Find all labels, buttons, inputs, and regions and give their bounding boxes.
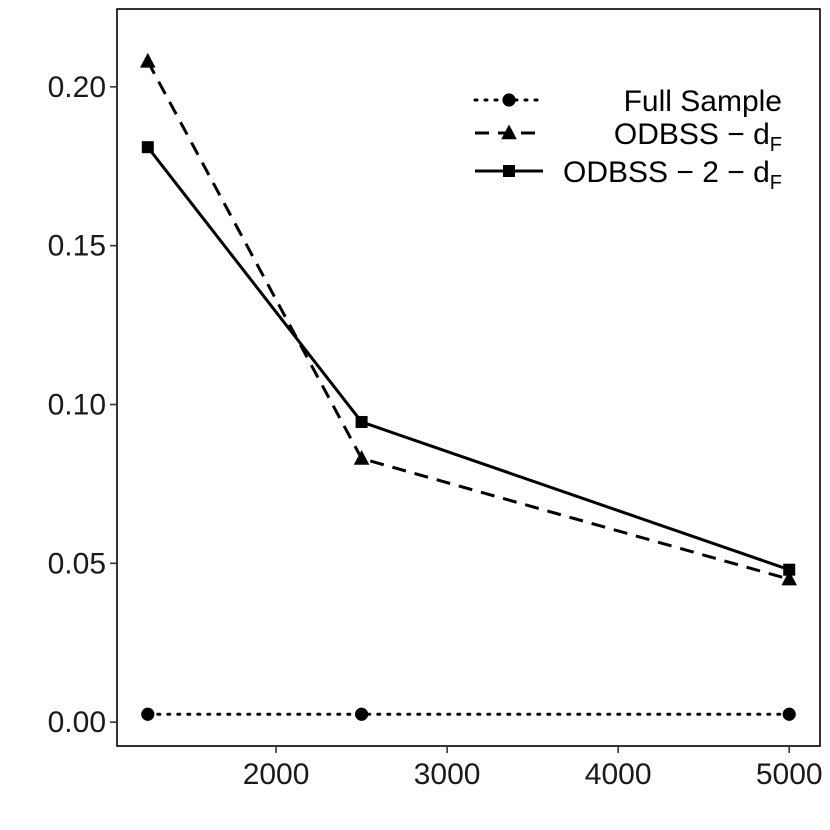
legend-label: ODBSS − dF [614, 118, 782, 156]
legend-marker-square [503, 165, 515, 177]
y-tick-label: 0.00 [48, 706, 106, 739]
data-point-circle [354, 707, 369, 721]
data-point-square [355, 415, 368, 428]
legend-label: Full Sample [624, 85, 782, 118]
legend-marker-circle [502, 93, 516, 107]
data-point-square [141, 141, 154, 154]
y-tick-label: 0.05 [48, 547, 106, 580]
plot-panel [116, 8, 821, 747]
data-point-square [783, 563, 796, 576]
legend-key-square [475, 165, 543, 177]
x-axis: 2000 3000 4000 5000 [243, 746, 823, 791]
y-tick-label: 0.15 [48, 230, 106, 263]
data-point-triangle [353, 449, 370, 465]
y-axis: 0.00 0.05 0.10 0.15 0.20 [48, 71, 117, 739]
legend-label: ODBSS − 2 − dF [563, 156, 782, 194]
x-tick-label: 3000 [414, 758, 481, 791]
series-markers [139, 52, 798, 721]
x-tick-label: 5000 [756, 758, 823, 791]
data-point-circle [782, 707, 796, 721]
y-tick-label: 0.10 [48, 389, 106, 422]
legend-marker-triangle [501, 124, 517, 140]
x-tick-label: 4000 [585, 758, 652, 791]
x-tick-label: 2000 [243, 758, 310, 791]
legend-key-triangle [475, 124, 543, 140]
data-point-triangle [781, 570, 798, 586]
data-point-circle [141, 707, 155, 721]
legend-key-circle [473, 93, 545, 107]
data-point-triangle [139, 52, 156, 68]
y-tick-label: 0.20 [48, 71, 106, 104]
